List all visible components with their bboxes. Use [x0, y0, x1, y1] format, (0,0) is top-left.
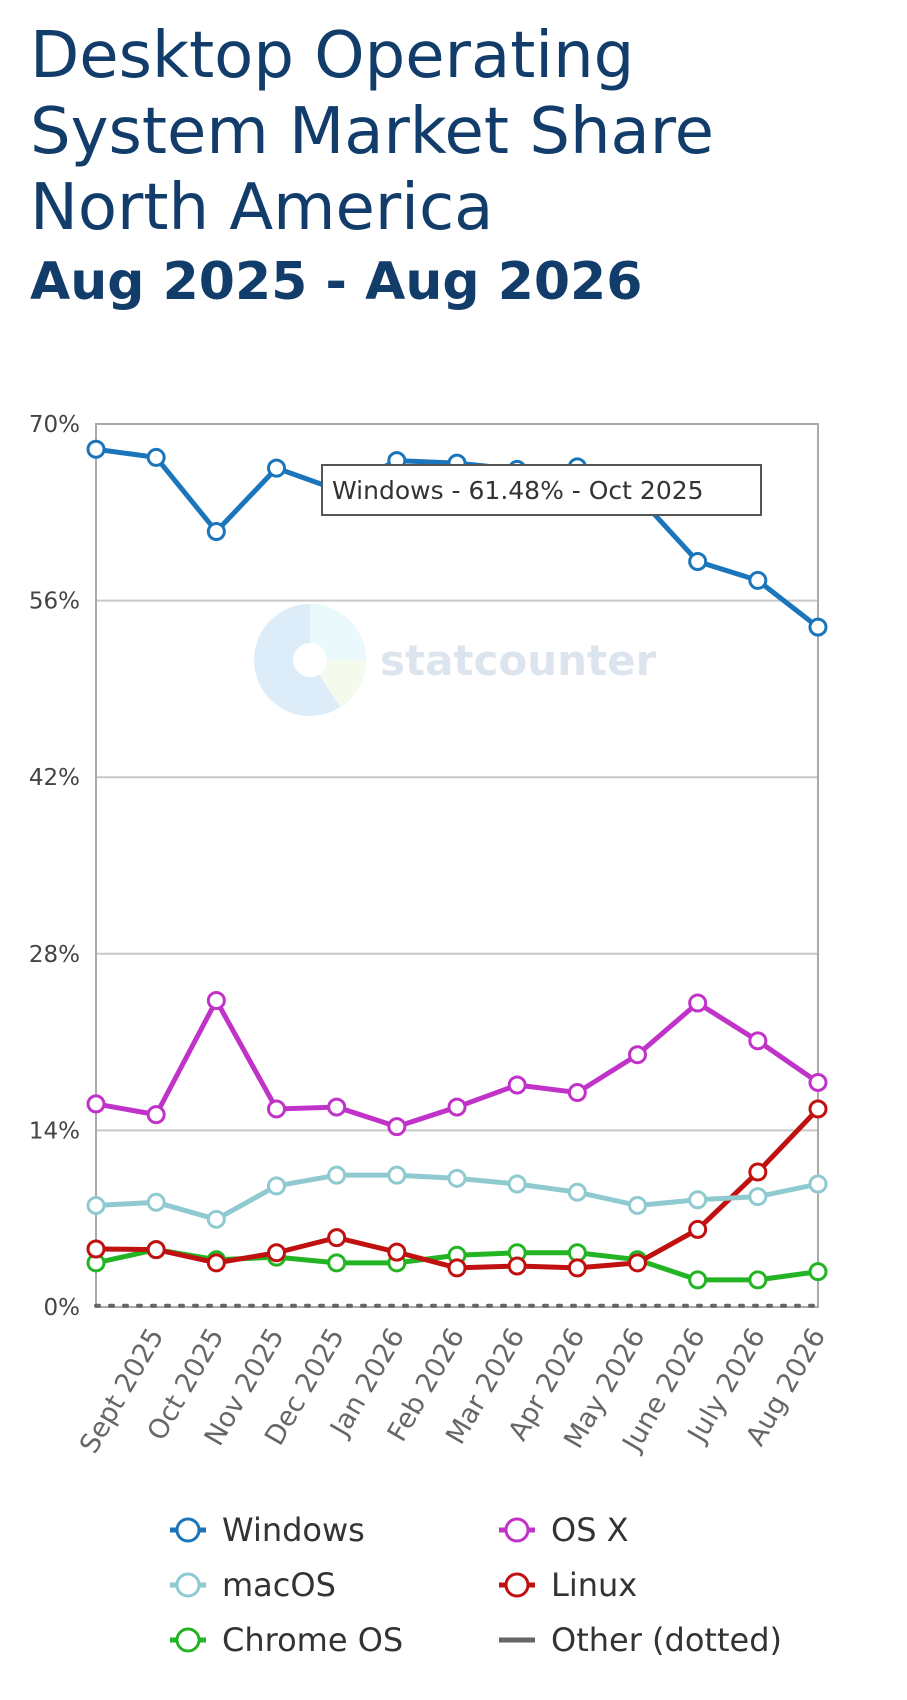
data-point — [206, 1209, 226, 1229]
legend-marker — [504, 1517, 530, 1543]
data-point — [567, 1083, 587, 1103]
data-point — [327, 1097, 347, 1117]
data-point — [206, 521, 226, 541]
data-point — [387, 1117, 407, 1137]
data-point — [507, 1174, 527, 1194]
chart-subtitle: Aug 2025 - Aug 2026 — [30, 252, 643, 312]
y-tick-label: 42% — [29, 765, 80, 791]
data-point — [447, 1258, 467, 1278]
data-point — [688, 1219, 708, 1239]
legend-label: Linux — [551, 1566, 637, 1604]
data-point — [688, 1190, 708, 1210]
data-point — [387, 1165, 407, 1185]
data-point — [507, 1075, 527, 1095]
data-point — [267, 1099, 286, 1119]
series-line — [93, 1106, 821, 1271]
data-point — [748, 1162, 768, 1182]
legend-label: Windows — [222, 1511, 365, 1549]
data-point — [567, 1182, 587, 1202]
legend-marker — [175, 1627, 201, 1653]
data-point — [206, 990, 226, 1010]
legend-label: macOS — [222, 1566, 336, 1604]
data-point — [86, 1195, 106, 1215]
data-point — [447, 1097, 467, 1117]
watermark-disc — [254, 604, 366, 716]
data-point — [808, 617, 828, 637]
data-point — [628, 1195, 647, 1215]
data-point — [327, 1253, 347, 1273]
data-point — [748, 570, 768, 590]
data-point — [206, 1253, 226, 1273]
data-point — [628, 1253, 647, 1273]
data-point — [567, 1258, 587, 1278]
data-point — [748, 1031, 768, 1051]
chart-title: Desktop Operating System Market Share No… — [30, 19, 715, 245]
tooltip-box — [321, 464, 762, 516]
data-point — [146, 1105, 166, 1125]
legend-marker — [175, 1572, 201, 1598]
data-point — [146, 1192, 166, 1212]
data-point — [748, 1270, 768, 1290]
series — [86, 990, 828, 1137]
data-point — [86, 1239, 106, 1259]
data-point — [628, 1045, 647, 1065]
data-point — [146, 1240, 166, 1260]
data-point — [808, 1072, 828, 1092]
watermark-logo — [254, 604, 366, 716]
data-point — [748, 1187, 768, 1207]
series — [86, 1165, 828, 1229]
series — [86, 1099, 828, 1278]
watermark-slice — [310, 604, 366, 660]
data-point — [146, 447, 166, 467]
data-point — [86, 1094, 106, 1114]
legend-marker — [175, 1517, 201, 1543]
data-point — [808, 1174, 828, 1194]
plot-border — [95, 423, 819, 1308]
watermark-slice — [310, 660, 366, 707]
data-point — [688, 551, 708, 571]
y-tick-label: 70% — [29, 412, 80, 438]
data-point — [267, 1176, 286, 1196]
data-point — [86, 439, 106, 459]
legend-label: OS X — [551, 1511, 629, 1549]
data-point — [327, 1165, 347, 1185]
legend-label: Chrome OS — [222, 1621, 403, 1659]
y-tick-label: 14% — [29, 1118, 80, 1144]
watermark: statcounter — [380, 636, 657, 685]
y-tick-label: 0% — [44, 1295, 81, 1321]
data-point — [387, 1242, 407, 1262]
legend-label: Other (dotted) — [551, 1621, 782, 1659]
data-point — [267, 1243, 286, 1263]
data-point — [447, 1168, 467, 1188]
legend-marker — [504, 1572, 530, 1598]
data-point — [808, 1099, 828, 1119]
data-point — [688, 993, 708, 1013]
data-point — [808, 1262, 828, 1282]
data-point — [507, 1256, 527, 1276]
data-point — [267, 458, 286, 478]
data-point — [688, 1270, 708, 1290]
data-point — [327, 1228, 347, 1248]
watermark-hole — [293, 643, 327, 677]
y-tick-label: 56% — [29, 589, 80, 615]
data-point — [567, 1243, 587, 1263]
y-tick-label: 28% — [29, 942, 80, 968]
tooltip: Windows - 61.48% - Oct 2025 — [332, 476, 704, 505]
